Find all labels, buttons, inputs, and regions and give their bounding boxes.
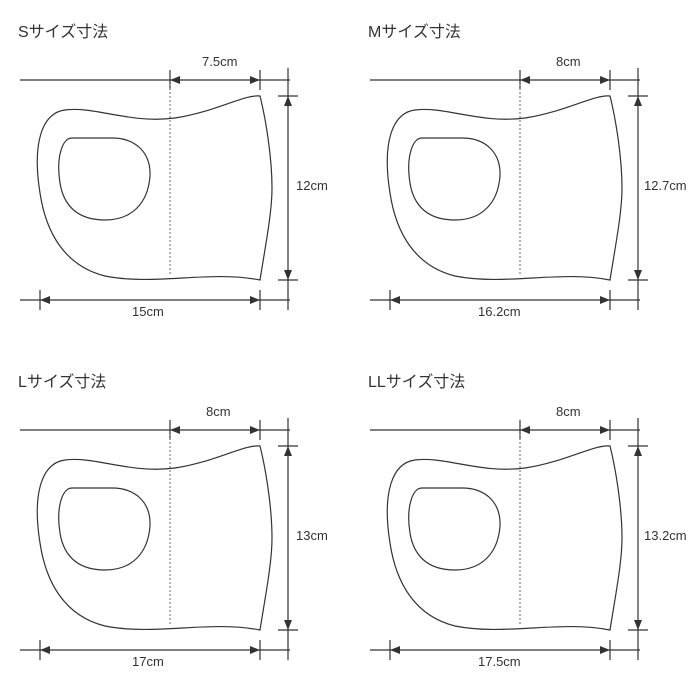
height-label-l: 13cm — [296, 528, 328, 543]
diagram-l: 8cm 13cm 17cm — [10, 398, 330, 678]
top-width-label-ll: 8cm — [556, 404, 581, 419]
panel-l: Lサイズ寸法 8cm 13cm 17cm — [0, 350, 350, 700]
panel-ll: LLサイズ寸法 8cm 13.2cm 17.5cm — [350, 350, 700, 700]
width-label-s: 15cm — [132, 304, 164, 319]
mask-svg-l — [10, 398, 330, 678]
height-label-s: 12cm — [296, 178, 328, 193]
diagram-s: 7.5cm 12cm 15cm — [10, 48, 330, 328]
mask-svg-ll — [360, 398, 680, 678]
diagram-m: 8cm 12.7cm 16.2cm — [360, 48, 680, 328]
width-label-m: 16.2cm — [478, 304, 521, 319]
top-width-label-l: 8cm — [206, 404, 231, 419]
top-width-label-s: 7.5cm — [202, 54, 237, 69]
width-label-ll: 17.5cm — [478, 654, 521, 669]
height-label-m: 12.7cm — [644, 178, 687, 193]
panel-s: Sサイズ寸法 7 — [0, 0, 350, 350]
mask-svg-s — [10, 48, 330, 328]
mask-svg-m — [360, 48, 680, 328]
top-width-label-m: 8cm — [556, 54, 581, 69]
title-m: Mサイズ寸法 — [368, 18, 690, 42]
title-s: Sサイズ寸法 — [18, 18, 340, 42]
title-l: Lサイズ寸法 — [18, 368, 340, 392]
panel-m: Mサイズ寸法 8cm 12.7cm 16.2cm — [350, 0, 700, 350]
height-label-ll: 13.2cm — [644, 528, 687, 543]
width-label-l: 17cm — [132, 654, 164, 669]
diagram-ll: 8cm 13.2cm 17.5cm — [360, 398, 680, 678]
title-ll: LLサイズ寸法 — [368, 368, 690, 392]
